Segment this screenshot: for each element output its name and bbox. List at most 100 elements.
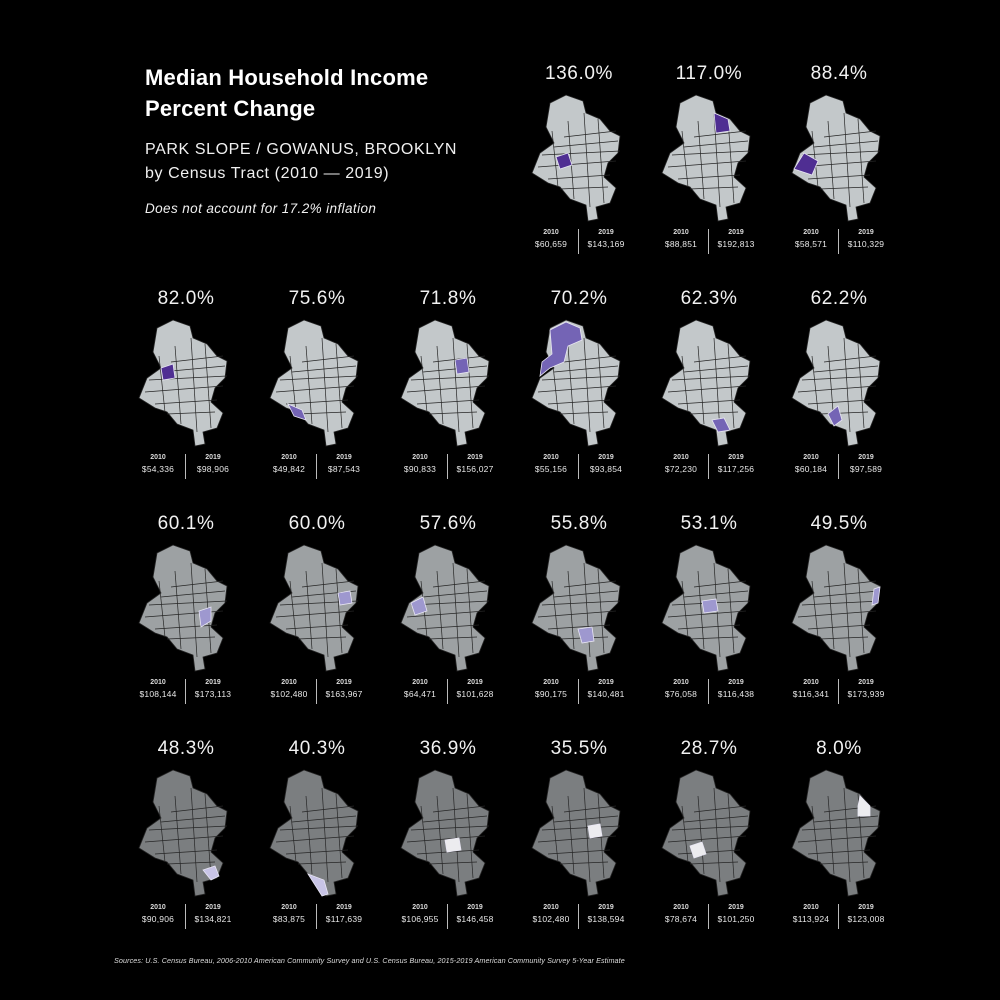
- tract-boundary: [174, 795, 182, 875]
- income-values: 2010 $106,955 2019 $146,458: [393, 903, 503, 931]
- map-outline: [791, 769, 881, 897]
- tract-panel: 8.0% 2010 $113,924 2019 $123,008: [784, 738, 894, 934]
- income-2010-value: $60,659: [534, 239, 568, 249]
- income-2019-column: 2019 $110,329: [840, 228, 892, 251]
- tract-panel: 40.3% 2010 $83,875 2019 $117,639: [262, 738, 372, 934]
- income-2010-column: 2010 $102,480: [263, 678, 315, 701]
- tract-boundary: [154, 399, 218, 405]
- tract-boundary: [807, 399, 871, 405]
- income-2019-value: $117,639: [325, 914, 363, 924]
- tract-boundary: [727, 793, 735, 879]
- income-values: 2010 $116,341 2019 $173,939: [784, 678, 894, 706]
- tract-boundary: [301, 355, 355, 363]
- tract-boundary: [667, 385, 747, 393]
- tract-boundary: [432, 580, 486, 588]
- tract-boundary: [335, 793, 343, 879]
- year-2019-label: 2019: [467, 904, 483, 911]
- income-2019-column: 2019 $143,169: [580, 228, 632, 251]
- tract-boundary: [148, 825, 228, 831]
- neighborhood-map: [791, 319, 881, 447]
- value-divider: [578, 454, 579, 479]
- highlighted-tract: [202, 865, 220, 881]
- highlighted-tract: [160, 363, 176, 381]
- year-2019-label: 2019: [858, 904, 874, 911]
- income-values: 2010 $83,875 2019 $117,639: [262, 903, 372, 931]
- income-2019-column: 2019 $140,481: [580, 678, 632, 701]
- tract-panel: 62.2% 2010 $60,184 2019 $97,589: [784, 288, 894, 484]
- subtitle-line-2: by Census Tract (2010 — 2019): [145, 165, 390, 182]
- income-values: 2010 $90,833 2019 $156,027: [393, 453, 503, 481]
- income-2010-column: 2010 $58,571: [785, 228, 837, 251]
- tract-boundary: [158, 580, 166, 638]
- income-2019-value: $140,481: [587, 689, 625, 699]
- tract-boundary: [428, 861, 478, 865]
- tract-boundary: [583, 337, 591, 433]
- tract-boundary: [559, 411, 609, 415]
- tract-boundary: [693, 355, 747, 363]
- tract-panel: 60.0% 2010 $102,480 2019 $163,967: [262, 513, 372, 709]
- income-2019-value: $123,008: [847, 914, 885, 924]
- value-divider: [185, 904, 186, 929]
- neighborhood-map: [269, 319, 359, 447]
- income-2019-column: 2019 $146,458: [449, 903, 501, 926]
- tract-boundary: [681, 580, 689, 638]
- value-divider: [447, 454, 448, 479]
- tract-panel: 55.8% 2010 $90,175 2019 $140,481: [524, 513, 634, 709]
- tract-boundary: [667, 160, 747, 168]
- income-2019-value: $146,458: [456, 914, 494, 924]
- value-divider: [316, 454, 317, 479]
- value-divider: [185, 679, 186, 704]
- tract-boundary: [321, 787, 329, 883]
- chart-title-line-1: Median Household Income: [145, 65, 429, 90]
- tract-boundary: [279, 375, 359, 381]
- tract-boundary: [567, 795, 575, 875]
- income-2010-value: $106,955: [401, 914, 439, 924]
- tract-boundary: [190, 337, 198, 433]
- tract-boundary: [420, 805, 428, 863]
- year-2010-label: 2010: [281, 454, 297, 461]
- income-2010-value: $90,906: [141, 914, 175, 924]
- tract-boundary: [537, 385, 617, 393]
- tract-boundary: [551, 805, 559, 863]
- percent-change-label: 70.2%: [550, 288, 608, 309]
- income-2019-column: 2019 $98,906: [187, 453, 239, 476]
- income-2019-value: $97,589: [849, 464, 883, 474]
- neighborhood-map: [269, 544, 359, 672]
- tract-panel: 71.8% 2010 $90,833 2019 $156,027: [393, 288, 503, 484]
- tract-boundary: [843, 562, 851, 658]
- percent-change-label: 36.9%: [419, 738, 477, 759]
- income-2019-column: 2019 $173,113: [187, 678, 239, 701]
- tract-boundary: [819, 636, 869, 640]
- income-2010-value: $64,471: [403, 689, 437, 699]
- income-values: 2010 $58,571 2019 $110,329: [784, 228, 894, 256]
- tract-boundary: [321, 337, 329, 433]
- income-2019-value: $116,438: [717, 689, 755, 699]
- neighborhood-map: [531, 769, 621, 897]
- year-2019-label: 2019: [858, 229, 874, 236]
- tract-boundary: [811, 805, 819, 863]
- year-2010-label: 2010: [543, 454, 559, 461]
- highlighted-tract: [827, 405, 843, 427]
- tract-boundary: [801, 825, 881, 831]
- tract-boundary: [466, 343, 474, 429]
- income-2010-value: $54,336: [141, 464, 175, 474]
- tract-boundary: [436, 570, 444, 650]
- value-divider: [708, 229, 709, 254]
- year-2010-label: 2010: [803, 454, 819, 461]
- income-2010-column: 2010 $49,842: [263, 453, 315, 476]
- tract-boundary: [727, 343, 735, 429]
- value-divider: [316, 679, 317, 704]
- tract-boundary: [321, 562, 329, 658]
- tract-boundary: [204, 793, 212, 879]
- tract-boundary: [559, 861, 609, 865]
- income-2010-column: 2010 $102,480: [525, 903, 577, 926]
- tract-boundary: [551, 580, 559, 638]
- tract-boundary: [563, 355, 617, 363]
- tract-boundary: [144, 835, 224, 843]
- income-2019-column: 2019 $163,967: [318, 678, 370, 701]
- tract-boundary: [170, 355, 224, 363]
- tract-boundary: [541, 375, 621, 381]
- tract-boundary: [190, 562, 198, 658]
- tract-boundary: [297, 861, 347, 865]
- tract-boundary: [144, 385, 224, 393]
